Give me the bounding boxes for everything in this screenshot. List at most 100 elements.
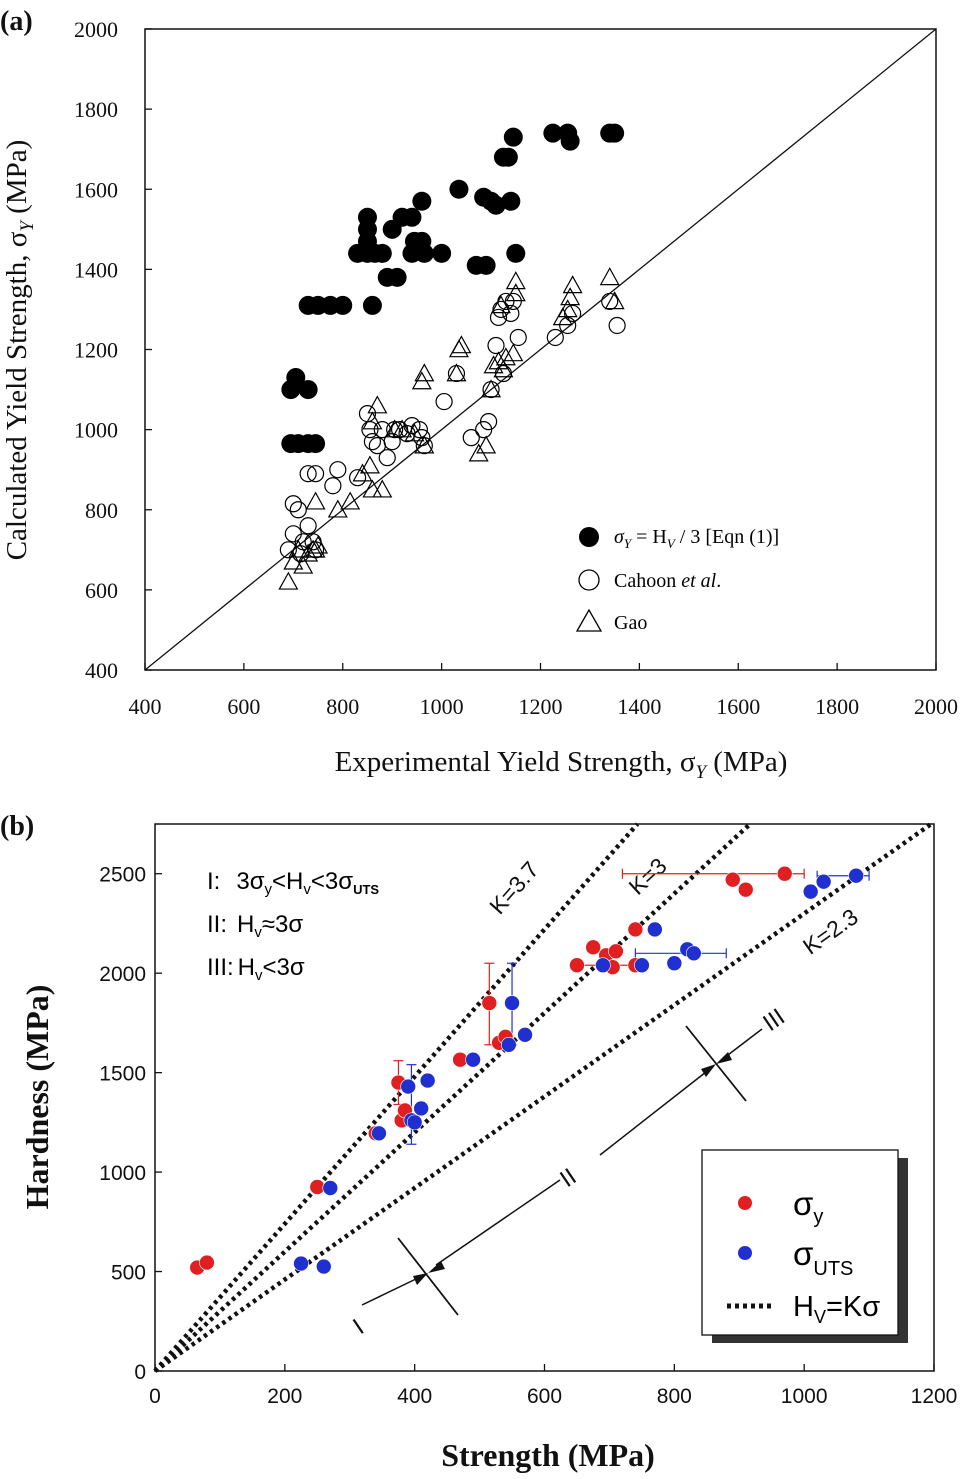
b-point-sigma-uts [465,1051,481,1068]
b-y-tick-label: 2500 [99,864,146,887]
k-line-1 [153,822,752,1373]
b-point-sigma-y [776,865,793,882]
b-point-sigma-uts [413,1100,429,1117]
a-point-eqn1 [402,207,422,227]
a-point-eqn1 [432,243,452,263]
arrow-head-I [413,1273,428,1285]
b-x-tick-label: 1200 [911,1385,958,1408]
b-point-sigma-y [737,881,754,898]
panel-a-y-axis-label: Calculated Yield Strength, σY (MPa) [1,140,38,561]
arrow-head-III [716,1052,732,1064]
region-label-II: II [555,1163,581,1193]
a-point-eqn1 [414,243,434,263]
a-point-gao [283,551,304,570]
a-point-gao [476,435,497,454]
region-label-III: III [758,1003,790,1037]
a-point-gao [604,291,625,310]
panel-a-x-axis-label: Experimental Yield Strength, σY (MPa) [335,746,788,783]
legend-marker-sigma-uts [738,1246,752,1260]
b-point-sigma-uts [322,1180,339,1196]
a-point-cahoon [494,364,513,383]
a-point-gao [288,539,309,558]
a-point-gao [490,295,511,314]
panel-b-points [189,865,864,1276]
b-point-sigma-y [481,995,498,1011]
a-point-gao [278,571,299,590]
panel-a-reference-line [144,28,937,671]
b-point-sigma-y [627,921,644,938]
a-x-tick-label: 800 [326,694,359,719]
a-y-tick-label: 800 [85,498,118,523]
a-point-cahoon [361,421,379,439]
k-line-0 [153,822,640,1373]
a-x-tick-label: 400 [129,694,162,719]
b-point-sigma-uts [400,1078,416,1095]
a-x-tick-label: 1800 [815,694,859,719]
a-point-cahoon [462,429,480,447]
b-y-tick-label: 1000 [99,1162,146,1185]
a-point-cahoon [502,304,520,323]
a-y-tick-label: 600 [85,578,118,603]
a-point-eqn1 [503,127,523,147]
a-y-tick-label: 1200 [74,338,118,363]
arrow-head-II-upper [701,1064,716,1077]
a-point-eqn1 [501,191,521,211]
a-x-tick-label: 600 [227,694,260,719]
b-point-sigma-uts [666,955,683,972]
b-x-tick-label: 200 [267,1385,302,1408]
a-point-cahoon [284,525,302,543]
a-point-eqn1 [333,295,353,315]
b-point-sigma-uts [406,1114,423,1131]
a-y-tick-label: 1000 [74,418,118,443]
a-point-gao [495,347,516,366]
legend-item-gao: Gao [575,608,647,634]
a-point-eqn1 [605,123,625,143]
a-point-cahoon [299,465,317,483]
a-point-eqn1 [476,255,496,275]
a-point-gao [414,435,435,454]
b-point-sigma-y [569,957,585,974]
b-point-sigma-y [608,943,624,960]
legend-marker-open-circle [578,569,600,591]
a-point-cahoon [564,304,582,323]
a-point-eqn1 [298,380,318,400]
legend-item-eqn1: σY = HV / 3 [Eqn (1)] [579,526,779,551]
legend-label-k-line: HV=Kσ [793,1291,880,1327]
a-point-eqn1 [543,123,563,143]
a-point-cahoon [601,292,619,311]
panel-b-error-bars [393,868,870,1145]
panel-b-label: (b) [0,811,34,842]
legend-marker-open-triangle [575,608,603,632]
region-def-III: III: Hv<3σ [207,954,305,984]
a-point-gao [446,363,467,382]
b-point-sigma-y [724,871,741,888]
b-point-sigma-uts [802,883,819,900]
a-y-tick-label: 1800 [74,97,118,122]
b-x-tick-label: 0 [149,1385,161,1408]
a-point-eqn1 [449,179,469,199]
a-x-tick-label: 1600 [716,694,760,719]
a-point-gao [362,411,383,430]
b-point-sigma-uts [315,1258,332,1275]
k-line-label-1: K=3 [623,852,671,899]
a-point-cahoon [479,413,498,431]
b-point-sigma-uts [504,995,520,1011]
a-point-cahoon [608,316,626,335]
a-point-cahoon [306,465,325,483]
panel-b-y-axis-label: Hardness (MPa) [19,985,55,1210]
a-point-gao [372,479,393,498]
panel-b-ticks [154,873,935,1372]
arrow-region-III [723,1028,763,1059]
b-point-sigma-uts [595,957,611,974]
a-point-cahoon [378,449,396,467]
a-point-gao [359,455,380,474]
legend-label-gao: Gao [614,612,647,634]
b-point-sigma-y [585,939,601,956]
a-point-eqn1 [560,131,580,151]
a-point-cahoon [348,469,367,487]
a-point-gao [560,287,581,306]
b-y-tick-label: 1500 [99,1063,146,1086]
legend-marker-sigma-y [738,1196,752,1210]
a-point-gao [451,335,472,354]
a-point-cahoon [504,292,522,311]
